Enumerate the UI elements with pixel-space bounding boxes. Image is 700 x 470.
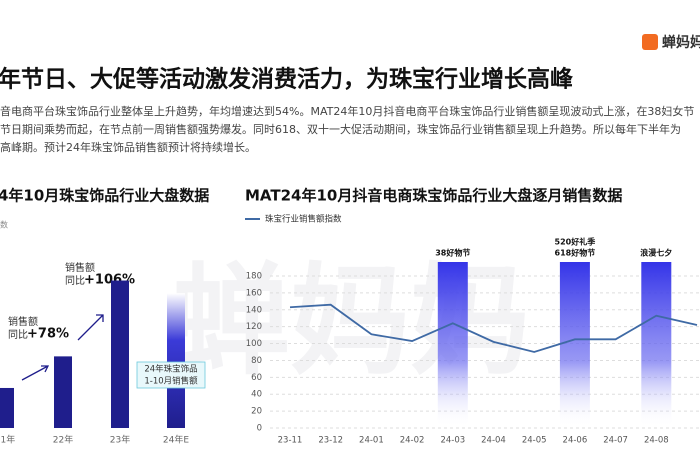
y-tick-label: 60 [251,373,262,383]
y-label: 数 [0,220,8,230]
y-tick-label: 40 [251,390,262,400]
annotation-prefix: 同比 [65,275,85,287]
arrows [21,314,104,381]
legend-label: 珠宝行业销售额指数 [265,214,342,225]
y-tick-label: 140 [246,305,262,315]
bar [54,356,72,428]
y-tick-label: 0 [257,424,262,434]
note: 24年珠宝饰品 [144,364,197,375]
paragraph-line: 音电商平台珠宝饰品行业整体呈上升趋势，年均增速达到54%。MAT24年10月抖音… [0,104,694,118]
x-tick-label: 23-12 [318,436,343,446]
y-tick-label: 20 [251,407,262,417]
note-box [136,361,206,389]
x-tick-label: 24-02 [400,436,425,446]
y-tick-label: 180 [246,272,262,282]
paragraph-line: 节日期间乘势而起，在节点前一周销售额强势爆发。同时618、双十一大促活动期间，珠… [0,122,681,136]
y-tick-label: 100 [246,339,262,349]
bar [0,387,14,428]
x-tick-label: 24-08 [644,436,669,446]
y-tick-label: 120 [246,322,262,332]
bar [111,280,129,428]
note: 1-10月销售额 [144,376,198,387]
x-tick-label: 24-07 [603,436,628,446]
watermark: 蝉妈妈 [170,253,530,392]
highlight-label: 618好物节 [555,248,596,258]
x-tick-label: 22年 [53,434,73,446]
chart-title: MAT24年10月抖音电商珠宝饰品行业大盘逐月销售数据 [245,187,622,205]
x-tick-label: 24-01 [359,436,384,446]
x-tick-label: 24-06 [563,436,588,446]
annotation-label: 销售额 [65,261,95,274]
x-tick-label: 24-05 [522,436,547,446]
title: 年节日、大促等活动激发消费活力，为珠宝行业增长高峰 [0,66,574,93]
x-tick-label: 24年E [163,434,189,446]
highlight [437,262,468,428]
highlight [641,262,672,428]
annotation-change: +78% [27,327,69,342]
logo-icon [642,34,658,50]
highlight-label: 520好礼季 [555,237,597,247]
line [289,303,698,353]
x-tick-label: 23-11 [278,436,303,446]
highlight-label: 浪漫七夕 [640,248,672,258]
annotation-prefix: 同比 [8,329,28,341]
bar [167,293,185,428]
y-tick-label: 160 [246,288,262,298]
x-tick-label: 24-04 [481,436,506,446]
logo: 蝉妈妈 [662,34,700,51]
highlight [559,262,590,428]
y-tick-label: 80 [251,356,262,366]
x-tick-label: 23年 [110,434,130,446]
paragraph-line: 高峰期。预计24年珠宝饰品销售额预计将持续增长。 [0,140,256,154]
x-tick-label: 21年 [0,434,15,446]
highlight-label: 38好物节 [435,248,470,258]
x-tick-label: 24-03 [440,436,465,446]
chart-title: 4年10月珠宝饰品行业大盘数据 [0,187,209,205]
annotation-label: 销售额 [8,315,38,328]
